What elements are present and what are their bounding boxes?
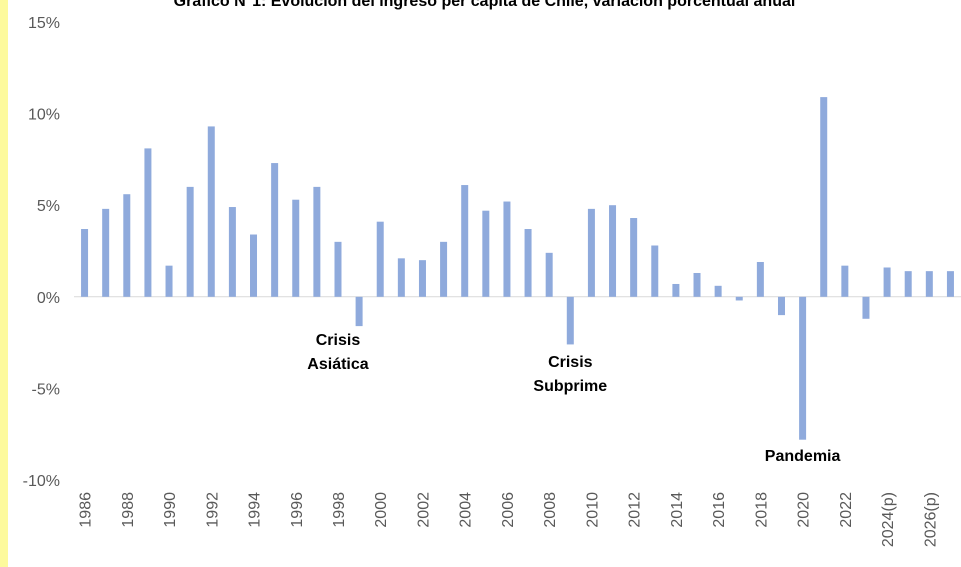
bar xyxy=(461,185,469,297)
y-tick-labels: 15% 10% 5% 0% -5% -10% xyxy=(23,15,60,490)
bar xyxy=(841,265,849,297)
x-tick-label: 2022 xyxy=(838,492,855,528)
x-tick-label: 2008 xyxy=(542,492,559,528)
bar xyxy=(376,221,384,297)
x-tick-label: 1990 xyxy=(162,492,179,528)
bar xyxy=(925,271,933,297)
bar xyxy=(714,285,722,297)
x-tick-label: 1994 xyxy=(247,492,264,528)
y-tick-label: 10% xyxy=(28,107,60,124)
x-tick-label: 1996 xyxy=(289,492,306,528)
bar xyxy=(756,261,764,297)
x-tick-label: 2018 xyxy=(753,492,770,528)
bar xyxy=(102,208,110,297)
y-tick-label: 5% xyxy=(37,198,60,215)
chart-frame: Gráfico N°1: Evolución del ingreso per c… xyxy=(8,0,961,567)
bar xyxy=(355,296,363,327)
y-tick-label: 15% xyxy=(28,15,60,32)
bar xyxy=(503,201,511,297)
x-tick-label: 1986 xyxy=(78,492,95,528)
bar xyxy=(250,234,258,297)
x-tick-label: 2012 xyxy=(627,492,644,528)
x-tick-label: 1998 xyxy=(331,492,348,528)
bar xyxy=(123,194,131,297)
bar xyxy=(545,252,553,297)
bar xyxy=(418,260,426,297)
bar xyxy=(482,210,490,297)
x-tick-label: 2026(p) xyxy=(922,492,939,547)
x-tick-label: 2016 xyxy=(711,492,728,528)
x-tick-label: 1988 xyxy=(120,492,137,528)
bar xyxy=(777,296,785,316)
bar xyxy=(186,186,194,297)
bar xyxy=(630,218,638,297)
bar xyxy=(313,186,321,297)
bar xyxy=(81,229,89,297)
y-tick-label: 0% xyxy=(37,290,60,307)
annotation-label: Crisis xyxy=(548,354,593,371)
x-tick-label: 1992 xyxy=(204,492,221,528)
bar xyxy=(144,148,152,297)
bar xyxy=(228,207,236,297)
bar xyxy=(883,267,891,297)
bar-chart: 15%10%5%0%-5%-10% 1986 1988 1990 1992 1994 19… xyxy=(23,15,961,547)
bar xyxy=(440,241,448,297)
bar xyxy=(799,296,807,440)
annotation-label: Asiática xyxy=(307,356,368,373)
bar xyxy=(862,296,870,319)
bar xyxy=(693,272,701,297)
bar xyxy=(165,265,173,297)
x-tick-label: 2004 xyxy=(458,492,475,528)
bar xyxy=(587,208,595,297)
bar xyxy=(207,126,215,297)
bar xyxy=(271,163,279,297)
bar xyxy=(946,271,954,297)
bar xyxy=(735,296,743,301)
bar xyxy=(334,241,342,297)
bars xyxy=(81,97,954,440)
x-tick-label: 2006 xyxy=(500,492,517,528)
bar xyxy=(397,258,405,297)
x-tick-labels: 1986 1988 1990 1992 1994 1996 1998 2000 2002 2004… xyxy=(78,492,940,547)
x-tick-label: 2020 xyxy=(796,492,813,528)
x-tick-label: 2000 xyxy=(373,492,390,528)
y-tick-label: -5% xyxy=(32,381,60,398)
annotation-label: Subprime xyxy=(533,378,607,395)
bar xyxy=(524,229,532,297)
bar xyxy=(904,271,912,297)
x-tick-label: 2010 xyxy=(584,492,601,528)
bar xyxy=(609,205,617,297)
annotations: Crisis Asiática Crisis Subprime Pandemia xyxy=(307,332,840,465)
bar xyxy=(651,245,659,297)
bar xyxy=(672,283,680,297)
bar xyxy=(566,296,574,345)
bar xyxy=(820,97,828,297)
x-tick-label: 2002 xyxy=(415,492,432,528)
x-tick-label: 2024(p) xyxy=(880,492,897,547)
y-tick-label: -10% xyxy=(23,473,60,490)
annotation-label: Pandemia xyxy=(765,448,841,465)
annotation-label: Crisis xyxy=(316,332,361,349)
chart-title: Gráfico N°1: Evolución del ingreso per c… xyxy=(173,0,796,10)
x-tick-label: 2014 xyxy=(669,492,686,528)
bar xyxy=(292,199,300,297)
